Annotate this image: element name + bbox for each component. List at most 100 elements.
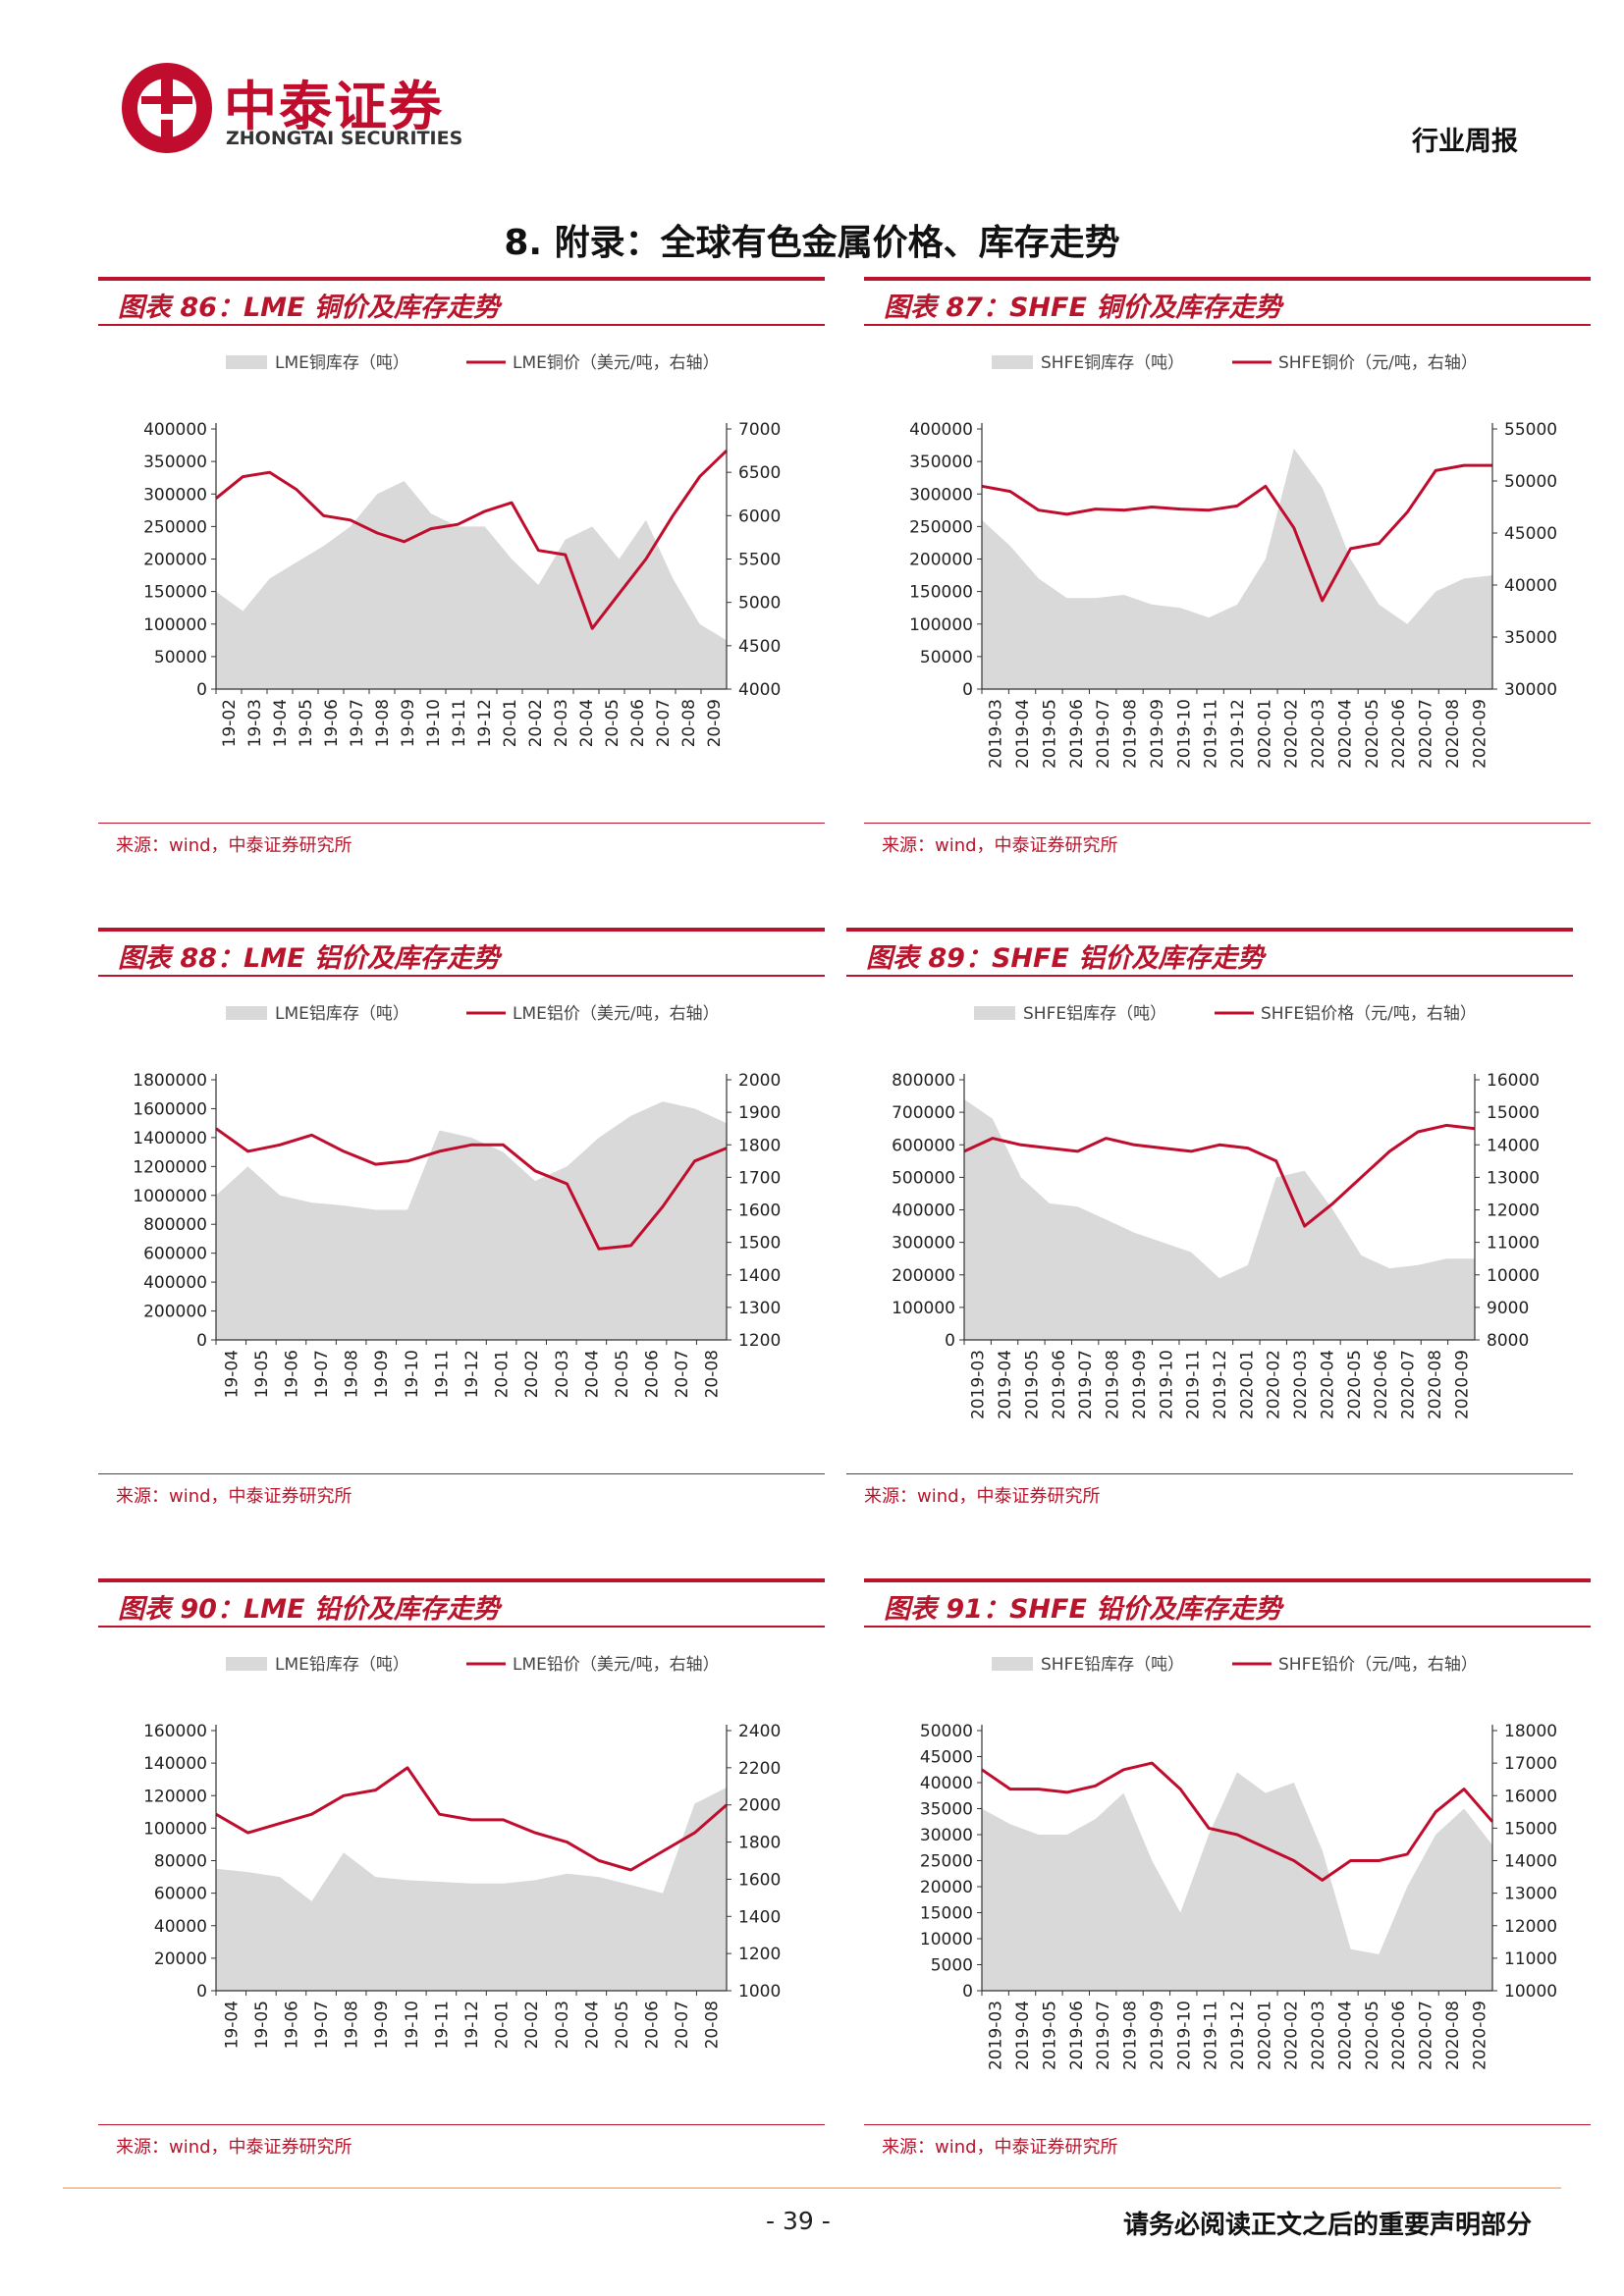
y-left-tick-label: 500000: [892, 1168, 955, 1188]
chart-86: LME铜库存（吨） LME铜价（美元/吨，右轴） 0 50000 100000 15000…: [143, 353, 781, 747]
x-tick-label: 2020-01: [1255, 699, 1274, 769]
x-tick-label: 2020-03: [1309, 699, 1328, 769]
x-tick-label: 20-09: [705, 699, 725, 747]
y-right-tick-label: 55000: [1504, 420, 1557, 440]
x-tick-label: 19-08: [343, 1350, 362, 1398]
chart-91: SHFE铅库存（吨） SHFE铅价（元/吨，右轴） 0 5000 10000 15000 2…: [920, 1655, 1557, 2070]
x-tick-label: 20-02: [526, 699, 546, 747]
y-left-tick-label: 0: [196, 680, 207, 700]
x-tick-label: 2019-10: [1157, 1350, 1176, 1419]
legend-swatch-inventory: [226, 355, 267, 369]
y-left-tick-label: 800000: [143, 1215, 207, 1235]
x-tick-label: 2019-03: [987, 2001, 1006, 2070]
y-left-tick-label: 400000: [909, 420, 973, 440]
x-tick-label: 19-08: [343, 2001, 362, 2049]
x-tick-label: 2020-08: [1426, 1350, 1445, 1419]
y-right-tick-label: 16000: [1504, 1787, 1557, 1806]
x-tick-label: 19-09: [399, 699, 418, 747]
y-left-tick-label: 50000: [920, 648, 973, 667]
chart-panel-90: 图表 90：LME 铅价及库存走势 LME铅库存（吨） LME铅价（美元/吨，右轴…: [98, 1578, 825, 2167]
x-tick-label: 19-10: [403, 2001, 422, 2049]
chart-title-bar: 图表 88：LME 铝价及库存走势: [98, 928, 825, 977]
y-left-tick-label: 50000: [920, 1722, 973, 1741]
x-tick-label: 2019-03: [969, 1350, 989, 1419]
legend-label-price: LME铜价（美元/吨，右轴）: [513, 353, 720, 373]
source-line: 来源：wind，中泰证券研究所: [98, 2124, 825, 2158]
y-left-tick-label: 40000: [154, 1917, 207, 1937]
y-right-tick-label: 30000: [1504, 680, 1557, 700]
legend-label-price: SHFE铝价格（元/吨，右轴）: [1261, 1004, 1477, 1024]
y-left-tick-label: 45000: [920, 1748, 973, 1768]
x-tick-label: 19-02: [220, 699, 240, 747]
x-tick-label: 2020-01: [1237, 1350, 1257, 1419]
y-left-tick-label: 300000: [909, 485, 973, 505]
y-right-tick-label: 1200: [738, 1945, 781, 1964]
x-tick-label: 20-04: [577, 699, 597, 747]
y-right-tick-label: 15000: [1487, 1103, 1540, 1123]
x-tick-label: 2019-05: [1040, 2001, 1059, 2070]
x-tick-label: 19-04: [222, 2001, 242, 2049]
zhongtai-logo-icon: [122, 63, 212, 153]
series-inventory-area: [216, 1788, 727, 1991]
x-tick-label: 2019-04: [996, 1350, 1015, 1419]
x-tick-label: 19-07: [348, 699, 367, 747]
logo-text-cn: 中泰证券: [224, 76, 444, 137]
y-left-tick-label: 100000: [892, 1299, 955, 1318]
y-left-tick-label: 35000: [920, 1800, 973, 1820]
y-right-tick-label: 1800: [738, 1834, 781, 1853]
y-right-tick-label: 50000: [1504, 472, 1557, 492]
y-left-tick-label: 1600000: [133, 1099, 207, 1119]
y-left-tick-label: 40000: [920, 1774, 973, 1793]
x-tick-label: 2020-09: [1470, 699, 1489, 769]
legend-label-price: SHFE铜价（元/吨，右轴）: [1278, 353, 1478, 373]
y-right-tick-label: 12000: [1504, 1917, 1557, 1937]
x-tick-label: 20-02: [522, 2001, 542, 2049]
y-left-tick-label: 20000: [154, 1949, 207, 1969]
series-price-line: [215, 1766, 728, 1872]
y-right-tick-label: 2000: [738, 1796, 781, 1816]
x-tick-label: 2019-11: [1202, 699, 1221, 769]
x-tick-label: 2020-03: [1291, 1350, 1311, 1419]
x-tick-label: 19-07: [312, 2001, 332, 2049]
y-right-tick-label: 10000: [1504, 1982, 1557, 2002]
y-right-tick-label: 1600: [738, 1870, 781, 1890]
y-left-tick-label: 300000: [143, 485, 207, 505]
y-left-tick-label: 160000: [143, 1722, 207, 1741]
chart-title-bar: 图表 87：SHFE 铜价及库存走势: [864, 277, 1591, 326]
x-tick-label: 19-09: [372, 2001, 392, 2049]
legend-label-price: LME铝价（美元/吨，右轴）: [513, 1004, 720, 1024]
chart-title-bar: 图表 86：LME 铜价及库存走势: [98, 277, 825, 326]
y-left-tick-label: 0: [962, 1982, 973, 2002]
legend: LME铝库存（吨） LME铝价（美元/吨，右轴）: [226, 1004, 720, 1024]
x-tick-label: 2019-09: [1130, 1350, 1150, 1419]
y-left-tick-label: 25000: [920, 1852, 973, 1872]
x-tick-label: 19-06: [283, 2001, 302, 2049]
x-tick-label: 2019-06: [1067, 2001, 1087, 2070]
y-right-tick-label: 1500: [738, 1234, 781, 1254]
series-inventory-area: [982, 1772, 1492, 1991]
x-tick-label: 2019-09: [1148, 699, 1167, 769]
series-price-line: [963, 1123, 1476, 1228]
y-right-tick-label: 1900: [738, 1103, 781, 1123]
source-note: 来源：wind，中泰证券研究所: [864, 1486, 1101, 1507]
x-tick-label: 19-12: [475, 699, 495, 747]
y-right-tick-label: 1800: [738, 1136, 781, 1155]
section-title: 8. 附录：全球有色金属价格、库存走势: [504, 223, 1120, 263]
x-tick-label: 19-10: [424, 699, 444, 747]
y-right-tick-label: 6500: [738, 463, 781, 483]
y-left-tick-label: 400000: [143, 1273, 207, 1293]
y-right-tick-label: 13000: [1487, 1168, 1540, 1188]
x-tick-label: 19-11: [450, 699, 469, 747]
x-tick-label: 2019-06: [1067, 699, 1087, 769]
y-right-tick-label: 2000: [738, 1071, 781, 1091]
x-tick-label: 19-11: [432, 2001, 452, 2049]
x-tick-label: 2019-12: [1211, 1350, 1230, 1419]
y-left-tick-label: 1800000: [133, 1071, 207, 1091]
x-tick-label: 19-05: [252, 2001, 272, 2049]
y-left-tick-label: 0: [945, 1331, 955, 1351]
y-left-tick-label: 50000: [154, 648, 207, 667]
legend-swatch-inventory: [226, 1657, 267, 1671]
y-left-tick-label: 100000: [909, 615, 973, 635]
y-right-tick-label: 2200: [738, 1759, 781, 1779]
y-left-tick-label: 10000: [920, 1930, 973, 1949]
